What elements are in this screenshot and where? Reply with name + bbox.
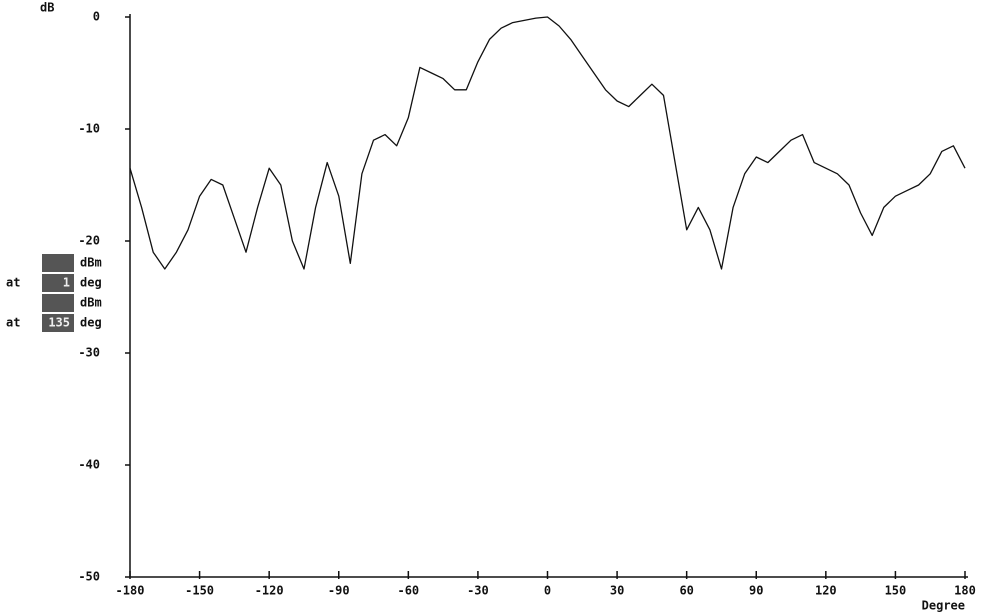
- y-tick-label: 0: [93, 10, 100, 24]
- y-tick-label: -20: [78, 234, 100, 248]
- readout-box: [42, 294, 74, 312]
- pattern-line: [129, 16, 966, 270]
- x-tick-label: -60: [397, 584, 419, 598]
- y-tick-label: -40: [78, 458, 100, 472]
- x-tick-label: 180: [954, 584, 976, 598]
- y-tick-label: -10: [78, 122, 100, 136]
- x-tick-label: -180: [116, 584, 145, 598]
- readout-box: [42, 254, 74, 272]
- x-tick-label: -90: [328, 584, 350, 598]
- x-tick-label: 150: [885, 584, 907, 598]
- y-tick-label: -50: [78, 570, 100, 584]
- y-axis-label: dB: [40, 1, 54, 15]
- readout-prefix: at: [6, 276, 20, 290]
- readout-prefix: at: [6, 316, 20, 330]
- readout-box: [42, 274, 74, 292]
- x-tick-label: 0: [544, 584, 551, 598]
- x-tick-label: 90: [749, 584, 763, 598]
- readout-unit: dBm: [80, 256, 102, 270]
- y-tick-label: -30: [78, 346, 100, 360]
- x-axis-label: Degree: [922, 599, 965, 613]
- readout-unit: deg: [80, 276, 102, 290]
- x-tick-label: -120: [255, 584, 284, 598]
- x-tick-label: -30: [467, 584, 489, 598]
- x-tick-label: 60: [679, 584, 693, 598]
- readout-unit: dBm: [80, 296, 102, 310]
- x-tick-label: -150: [185, 584, 214, 598]
- x-tick-label: 120: [815, 584, 837, 598]
- x-tick-label: 30: [610, 584, 624, 598]
- readout-unit: deg: [80, 316, 102, 330]
- readout-value: 1: [63, 276, 70, 290]
- readout-box: [42, 314, 74, 332]
- readout-value: 135: [48, 316, 70, 330]
